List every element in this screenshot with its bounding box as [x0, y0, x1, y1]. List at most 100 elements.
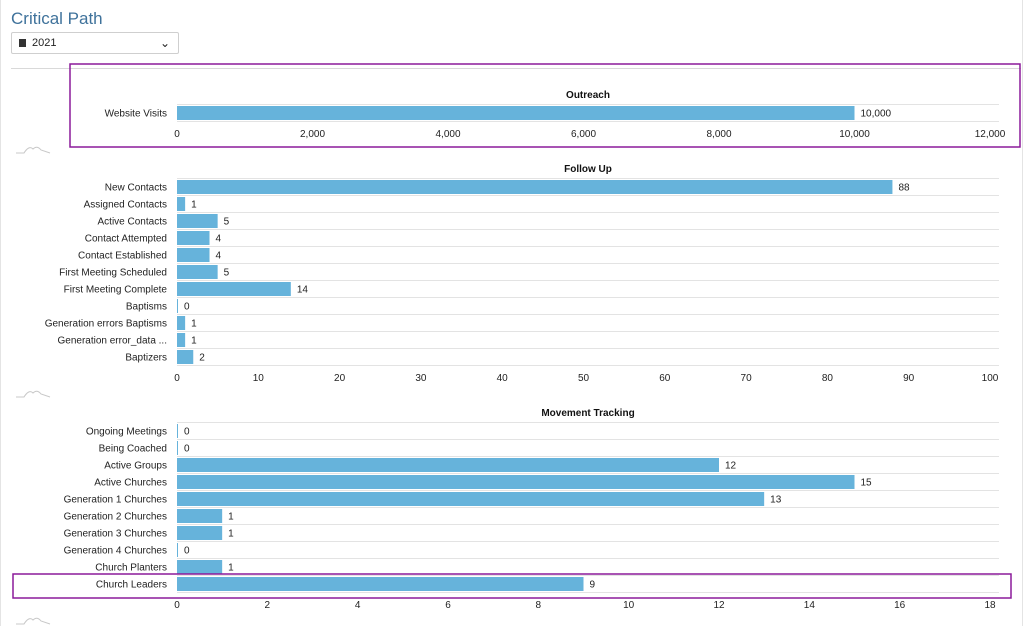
chart-loader-icon [16, 146, 51, 154]
bar-movement-tracking-8 [177, 560, 223, 574]
category-label: First Meeting Scheduled [59, 268, 167, 279]
x-tick-label: 100 [982, 373, 999, 384]
bar-movement-tracking-7 [177, 543, 178, 557]
bar-follow-up-3 [177, 231, 210, 245]
data-label: 2 [199, 353, 205, 364]
category-label: Church Leaders [96, 580, 167, 591]
highlight-box-outreach [69, 63, 1021, 148]
bar-movement-tracking-4 [177, 492, 765, 506]
highlight-box-church-leaders [12, 573, 1012, 599]
bar-follow-up-4 [177, 248, 210, 262]
x-tick-label: 10 [623, 600, 635, 611]
category-label: Baptizers [125, 353, 167, 364]
bar-movement-tracking-1 [177, 441, 178, 455]
x-tick-label: 20 [334, 373, 346, 384]
data-label: 0 [184, 302, 190, 313]
chevron-down-icon[interactable]: ⌄ [159, 36, 170, 50]
bar-movement-tracking-3 [177, 475, 855, 489]
x-tick-label: 6 [445, 600, 451, 611]
x-tick-label: 0 [174, 373, 180, 384]
data-label: 88 [898, 183, 910, 194]
data-label: 5 [224, 217, 230, 228]
bar-movement-tracking-6 [177, 526, 223, 540]
data-label: 12 [725, 461, 737, 472]
x-tick-label: 14 [804, 600, 816, 611]
category-label: Assigned Contacts [84, 200, 167, 211]
category-label: Website Visits [105, 109, 167, 120]
x-tick-label: 12,000 [975, 129, 1006, 140]
category-label: First Meeting Complete [64, 285, 168, 296]
chart-title-movement-tracking: Movement Tracking [541, 408, 634, 419]
bar-follow-up-5 [177, 265, 218, 279]
header-divider [11, 68, 1021, 69]
year-select[interactable]: 2021 ⌄ [11, 32, 179, 54]
chart-loader-icon [16, 617, 51, 625]
data-label: 13 [770, 495, 782, 506]
data-label: 0 [184, 444, 190, 455]
x-tick-label: 4,000 [435, 129, 460, 140]
data-label: 1 [191, 336, 197, 347]
data-label: 15 [861, 478, 873, 489]
data-label: 5 [224, 268, 230, 279]
data-label: 14 [297, 285, 309, 296]
category-label: New Contacts [105, 183, 167, 194]
data-label: 0 [184, 427, 190, 438]
data-label: 1 [191, 200, 197, 211]
bar-follow-up-7 [177, 299, 178, 313]
data-label: 10,000 [861, 109, 892, 120]
data-label: 4 [216, 234, 222, 245]
chart-title-follow-up: Follow Up [564, 164, 612, 175]
category-label: Church Planters [95, 563, 167, 574]
bar-follow-up-8 [177, 316, 186, 330]
x-tick-label: 16 [894, 600, 906, 611]
category-label: Generation 3 Churches [64, 529, 167, 540]
x-tick-label: 4 [355, 600, 361, 611]
x-tick-label: 50 [578, 373, 590, 384]
data-label: 4 [216, 251, 222, 262]
bar-follow-up-10 [177, 350, 194, 364]
x-tick-label: 80 [822, 373, 834, 384]
category-label: Generation 4 Churches [64, 546, 167, 557]
chart-title-outreach: Outreach [566, 90, 610, 101]
bar-movement-tracking-2 [177, 458, 719, 472]
bar-follow-up-6 [177, 282, 291, 296]
data-label: 1 [228, 512, 234, 523]
data-label: 9 [590, 580, 596, 591]
year-select-value: 2021 [32, 37, 57, 49]
data-label: 1 [228, 563, 234, 574]
x-tick-label: 70 [741, 373, 753, 384]
bar-movement-tracking-9 [177, 577, 584, 591]
bar-movement-tracking-0 [177, 424, 178, 438]
category-label: Active Churches [94, 478, 167, 489]
x-tick-label: 8,000 [706, 129, 731, 140]
bar-follow-up-1 [177, 197, 186, 211]
data-label: 1 [228, 529, 234, 540]
category-label: Baptisms [126, 302, 167, 313]
category-label: Contact Attempted [85, 234, 167, 245]
x-tick-label: 40 [497, 373, 509, 384]
bar-outreach-0 [177, 106, 855, 120]
page-title: Critical Path [11, 9, 103, 28]
category-label: Generation error_data ... [57, 336, 167, 347]
x-tick-label: 12 [713, 600, 725, 611]
x-tick-label: 30 [415, 373, 427, 384]
bar-follow-up-0 [177, 180, 893, 194]
bar-follow-up-2 [177, 214, 218, 228]
category-label: Ongoing Meetings [86, 427, 167, 438]
data-label: 0 [184, 546, 190, 557]
category-label: Generation errors Baptisms [45, 319, 167, 330]
x-tick-label: 18 [984, 600, 996, 611]
x-tick-label: 0 [174, 129, 180, 140]
x-tick-label: 90 [903, 373, 915, 384]
calendar-icon [19, 38, 26, 47]
category-label: Being Coached [99, 444, 167, 455]
page-right-border [1022, 0, 1023, 626]
x-tick-label: 8 [536, 600, 542, 611]
x-tick-label: 10,000 [839, 129, 870, 140]
category-label: Generation 1 Churches [64, 495, 167, 506]
data-label: 1 [191, 319, 197, 330]
chart-loader-icon [16, 390, 51, 398]
category-label: Active Contacts [98, 217, 167, 228]
x-tick-label: 0 [174, 600, 180, 611]
